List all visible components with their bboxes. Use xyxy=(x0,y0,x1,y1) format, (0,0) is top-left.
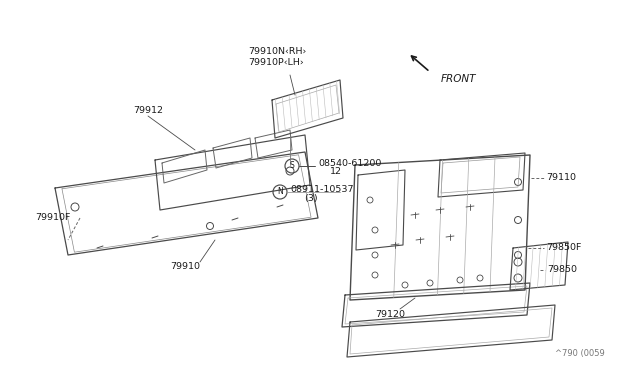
Text: S: S xyxy=(290,161,294,170)
Text: 79850: 79850 xyxy=(547,266,577,275)
Text: 79910N‹RH›: 79910N‹RH› xyxy=(248,47,307,56)
Text: 08540-61200: 08540-61200 xyxy=(318,158,381,167)
Text: 79910P‹LH›: 79910P‹LH› xyxy=(248,58,303,67)
Text: FRONT: FRONT xyxy=(441,74,477,84)
Text: 79912: 79912 xyxy=(133,106,163,115)
Text: (3): (3) xyxy=(304,193,317,202)
Text: 79910: 79910 xyxy=(170,262,200,271)
Text: 08911-10537: 08911-10537 xyxy=(290,185,353,193)
Text: 79120: 79120 xyxy=(375,310,405,319)
Text: 79910F: 79910F xyxy=(35,214,70,222)
Text: 12: 12 xyxy=(330,167,342,176)
Text: N: N xyxy=(277,187,283,196)
Text: ^790 (0059: ^790 (0059 xyxy=(556,349,605,358)
Text: 79850F: 79850F xyxy=(546,244,581,253)
Text: 79110: 79110 xyxy=(546,173,576,183)
